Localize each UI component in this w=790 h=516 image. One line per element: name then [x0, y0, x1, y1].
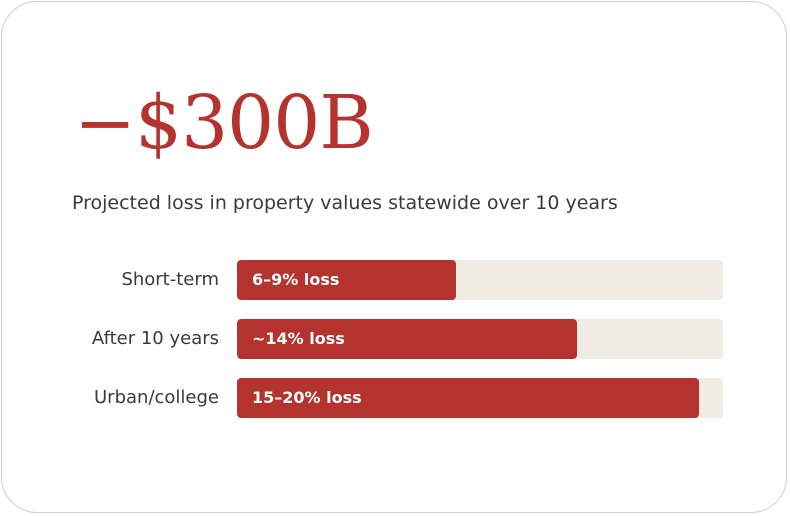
bar-row-after-10-years: After 10 years ~14% loss [2, 319, 790, 359]
bar-category-label: After 10 years [91, 328, 219, 349]
headline-value: −$300B [74, 80, 374, 166]
bar-track: 15–20% loss [237, 378, 723, 418]
bar-category-label: Urban/college [94, 387, 219, 408]
subtitle: Projected loss in property values statew… [72, 192, 618, 214]
bar-value-label: 15–20% loss [252, 388, 362, 407]
bar-value-label: ~14% loss [252, 329, 345, 348]
bar-fill [237, 319, 577, 359]
bar-row-urban-college: Urban/college 15–20% loss [2, 378, 790, 418]
bar-category-label: Short-term [121, 269, 219, 290]
bar-track: ~14% loss [237, 319, 723, 359]
bar-value-label: 6–9% loss [252, 270, 340, 289]
bar-track: 6–9% loss [237, 260, 723, 300]
bar-fill [237, 378, 699, 418]
bar-row-short-term: Short-term 6–9% loss [2, 260, 790, 300]
bar-fill [237, 260, 456, 300]
